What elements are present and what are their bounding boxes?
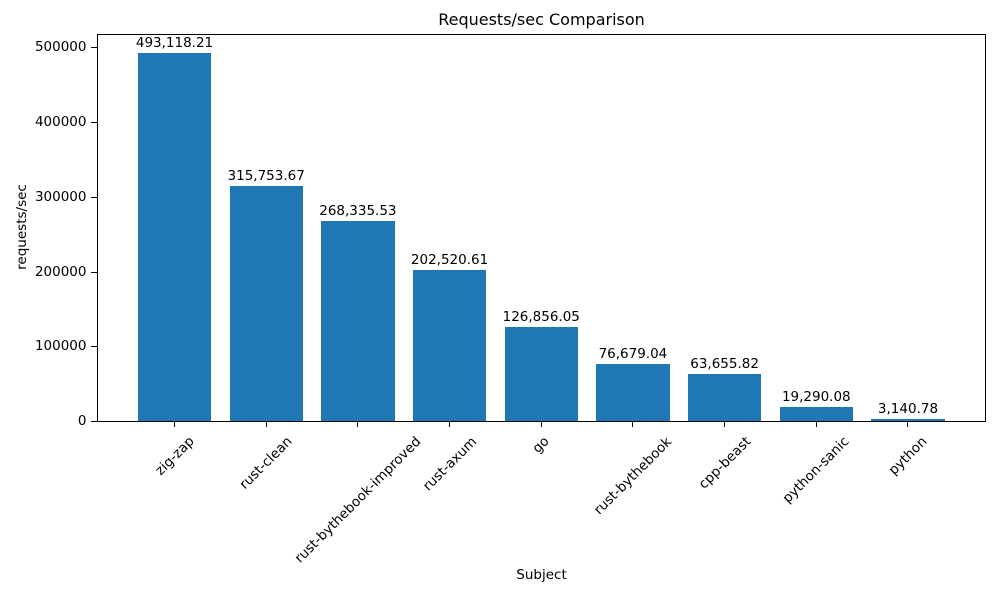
y-tick-mark [90, 421, 97, 422]
bar [412, 270, 487, 422]
x-tick-label: zig-zap [151, 433, 198, 479]
x-tick-mark [449, 421, 451, 427]
y-tick-mark [90, 122, 97, 124]
x-tick-mark [815, 421, 817, 427]
x-tick-mark [632, 421, 634, 427]
y-tick-mark [90, 346, 97, 348]
y-tick-mark [90, 47, 97, 49]
bar-value-label: 268,335.53 [319, 203, 397, 220]
x-tick-label: python-sanic [779, 433, 853, 507]
bar-value-label: 76,679.04 [598, 346, 668, 363]
y-tick-label: 100000 [34, 338, 87, 355]
y-tick-mark [90, 271, 97, 273]
bar [321, 221, 395, 422]
x-tick-label: python [885, 433, 931, 479]
y-tick-mark [90, 196, 97, 198]
bar [596, 364, 670, 422]
bar-value-label: 19,290.08 [781, 389, 851, 406]
x-tick-mark [540, 421, 542, 427]
bar-value-label: 126,856.05 [502, 308, 580, 325]
bar [504, 326, 578, 422]
bar-value-label: 493,118.21 [135, 35, 214, 52]
y-tick-label: 300000 [34, 188, 87, 205]
y-tick-label: 200000 [34, 263, 87, 280]
bar [687, 373, 762, 422]
x-tick-label: go [529, 433, 553, 457]
x-tick-label: rust-bythebook [590, 433, 675, 518]
x-tick-mark [724, 421, 726, 427]
bar-value-label: 63,655.82 [690, 355, 759, 372]
bar [779, 407, 853, 422]
y-tick-label: 500000 [34, 39, 87, 56]
bar [229, 185, 303, 422]
bar-value-label: 315,753.67 [227, 167, 305, 184]
bar-value-label: 202,520.61 [410, 252, 489, 269]
bar [137, 53, 212, 422]
x-tick-mark [174, 421, 175, 427]
chart-title: Requests/sec Comparison [438, 10, 645, 29]
x-tick-label: rust-bythebook-improved [291, 433, 425, 567]
x-tick-mark [265, 421, 267, 427]
y-tick-label: 0 [77, 413, 87, 429]
bar-value-label: 3,140.78 [877, 401, 939, 418]
x-tick-label: rust-axum [419, 433, 480, 494]
x-axis-label: Subject [516, 567, 567, 583]
x-tick-mark [357, 421, 359, 427]
x-tick-label: cpp-beast [695, 433, 754, 493]
y-tick-label: 400000 [34, 114, 87, 131]
x-tick-mark [907, 421, 909, 427]
bar [871, 419, 945, 422]
x-tick-label: rust-clean [236, 433, 296, 493]
